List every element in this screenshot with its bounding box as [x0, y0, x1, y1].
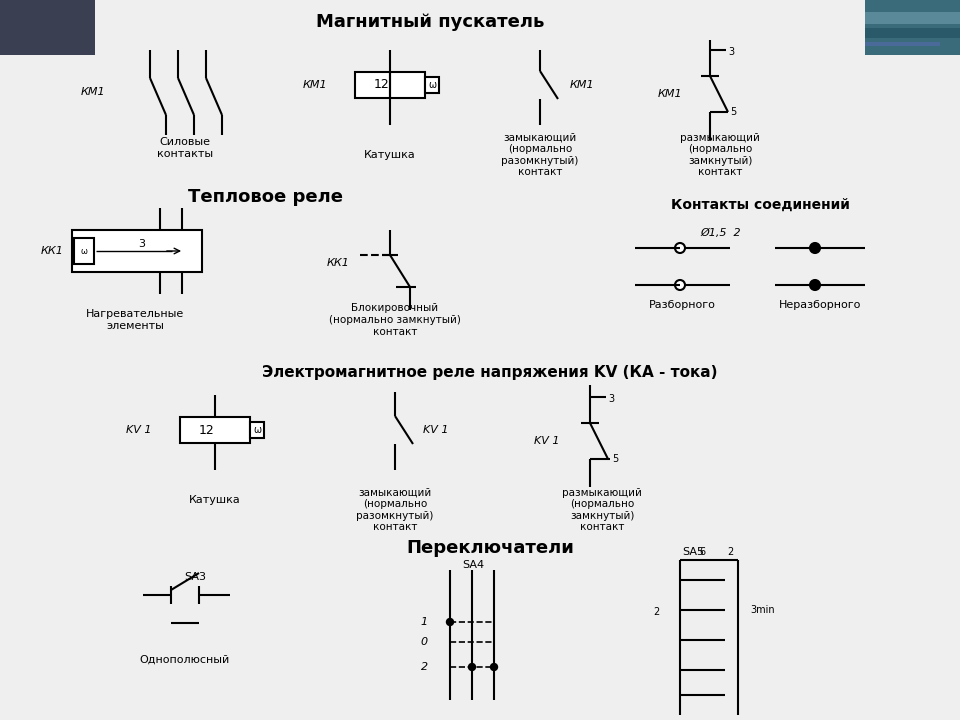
Circle shape — [675, 243, 685, 253]
Text: 1: 1 — [420, 617, 428, 627]
Bar — [425, 77, 439, 93]
Text: размыкающий
(нормально
замкнутый)
контакт: размыкающий (нормально замкнутый) контак… — [680, 132, 760, 177]
Text: 5: 5 — [612, 454, 618, 464]
Text: 3: 3 — [138, 239, 146, 249]
Text: KV 1: KV 1 — [535, 436, 560, 446]
Text: Переключатели: Переключатели — [406, 539, 574, 557]
Text: 2: 2 — [420, 662, 428, 672]
Text: Электромагнитное реле напряжения KV (КА - тока): Электромагнитное реле напряжения KV (КА … — [262, 364, 718, 379]
Text: 0: 0 — [420, 637, 428, 647]
Text: Блокировочный
(нормально замкнутый)
контакт: Блокировочный (нормально замкнутый) конт… — [329, 303, 461, 337]
Text: ω: ω — [81, 246, 87, 256]
Text: КМ1: КМ1 — [302, 80, 327, 90]
Text: KV 1: KV 1 — [423, 425, 448, 435]
Text: замыкающий
(нормально
разомкнутый)
контакт: замыкающий (нормально разомкнутый) конта… — [501, 132, 579, 177]
Text: 3min: 3min — [750, 605, 775, 615]
Text: Катушка: Катушка — [364, 150, 416, 160]
Bar — [250, 422, 264, 438]
Text: КК1: КК1 — [41, 246, 64, 256]
Circle shape — [810, 243, 820, 253]
Text: KV 1: KV 1 — [127, 425, 152, 435]
Text: размыкающий
(нормально
замкнутый)
контакт: размыкающий (нормально замкнутый) контак… — [562, 487, 642, 532]
Text: SA4: SA4 — [462, 560, 484, 570]
Text: КМ1: КМ1 — [570, 80, 594, 90]
Text: замыкающий
(нормально
разомкнутый)
контакт: замыкающий (нормально разомкнутый) конта… — [356, 487, 434, 532]
Text: КМ1: КМ1 — [658, 89, 682, 99]
Text: 2: 2 — [654, 607, 660, 617]
Text: 3: 3 — [608, 394, 614, 404]
Text: Катушка: Катушка — [189, 495, 241, 505]
Bar — [72, 230, 202, 272]
Text: КМ1: КМ1 — [81, 87, 105, 97]
Text: 12: 12 — [374, 78, 390, 91]
Bar — [74, 238, 94, 264]
Text: КК1: КК1 — [327, 258, 350, 268]
Bar — [865, 12, 960, 24]
Text: Силовые
контакты: Силовые контакты — [156, 138, 213, 159]
Text: 3: 3 — [728, 47, 734, 57]
Text: SA5: SA5 — [682, 547, 704, 557]
Text: Разборного: Разборного — [649, 300, 715, 310]
Circle shape — [491, 664, 497, 670]
Bar — [865, 42, 940, 46]
Text: 6: 6 — [699, 547, 705, 557]
Text: Ø1,5  2: Ø1,5 2 — [700, 228, 740, 238]
Bar — [180, 417, 250, 443]
Text: 5: 5 — [730, 107, 736, 117]
Circle shape — [675, 280, 685, 290]
Circle shape — [468, 664, 475, 670]
Bar — [865, 0, 960, 55]
Text: ω: ω — [252, 425, 261, 435]
Text: 12: 12 — [199, 423, 215, 436]
Text: Контакты соединений: Контакты соединений — [671, 198, 850, 212]
Text: Тепловое реле: Тепловое реле — [187, 188, 343, 206]
Text: Нагревательные
элементы: Нагревательные элементы — [85, 309, 184, 330]
Text: 2: 2 — [727, 547, 733, 557]
Text: Неразборного: Неразборного — [779, 300, 861, 310]
Text: SA3: SA3 — [184, 572, 206, 582]
Text: ω: ω — [428, 80, 436, 90]
Bar — [865, 28, 960, 38]
Bar — [0, 0, 95, 55]
Circle shape — [446, 618, 453, 626]
Circle shape — [810, 280, 820, 290]
Text: Магнитный пускатель: Магнитный пускатель — [316, 13, 544, 31]
Text: Однополюсный: Однополюсный — [140, 655, 230, 665]
Bar — [355, 72, 425, 98]
